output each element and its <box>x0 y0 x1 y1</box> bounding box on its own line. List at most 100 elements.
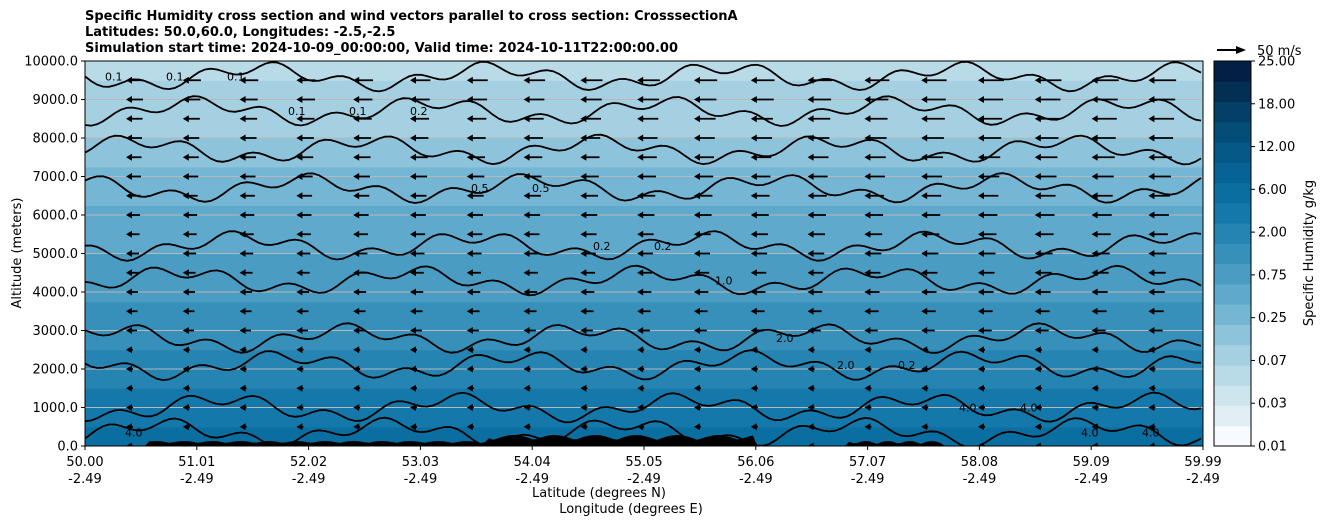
wind-vector <box>921 134 944 142</box>
wind-vector <box>239 211 255 219</box>
wind-vector <box>353 173 370 180</box>
x-axis-label-2: Longitude (degrees E) <box>559 502 703 517</box>
colorbar-label: Specific Humidity g/kg <box>1302 180 1317 326</box>
wind-vector <box>410 115 430 123</box>
wind-vector <box>523 269 538 277</box>
humidity-band <box>85 301 1203 312</box>
wind-vector <box>239 404 247 411</box>
wind-vector <box>694 230 711 238</box>
wind-vector <box>410 423 417 431</box>
wind-vector <box>750 192 770 200</box>
wind-vector <box>296 307 309 315</box>
x-tick-label-lon: -2.49 <box>1186 472 1220 487</box>
wind-vector <box>523 327 536 334</box>
wind-vector <box>353 134 372 142</box>
wind-vector <box>694 307 708 315</box>
contour-label: 0.1 <box>349 105 367 118</box>
wind-vector <box>978 115 1003 123</box>
humidity-band <box>85 224 1203 235</box>
colorbar-segment <box>1214 283 1251 305</box>
wind-vector <box>1034 211 1055 219</box>
wind-vector <box>978 404 985 411</box>
colorbar-tick-label: 2.00 <box>1258 226 1287 241</box>
wind-vector <box>296 230 311 238</box>
wind-vector <box>1205 443 1212 450</box>
wind-vector <box>978 211 998 219</box>
humidity-band <box>85 157 1203 168</box>
wind-vector <box>580 192 599 200</box>
wind-vector <box>750 134 773 142</box>
wind-vector <box>296 384 304 392</box>
wind-vector <box>1091 442 1099 446</box>
wind-vector <box>864 134 887 142</box>
wind-vector <box>239 76 259 84</box>
wind-vector <box>921 192 942 200</box>
wind-vector <box>296 153 314 161</box>
colorbar-segment <box>1214 182 1251 204</box>
wind-vector <box>1148 250 1167 257</box>
wind-vector <box>1091 134 1116 142</box>
wind-vector <box>1148 307 1164 315</box>
wind-vector <box>807 423 815 431</box>
wind-vector <box>182 307 195 315</box>
wind-vector <box>921 96 946 103</box>
wind-vector <box>523 346 531 354</box>
x-tick-label-lon: -2.49 <box>1074 472 1108 487</box>
wind-vector <box>978 250 996 257</box>
x-tick-label-lon: -2.49 <box>404 472 438 487</box>
wind-vector <box>296 192 313 200</box>
humidity-band <box>85 234 1203 245</box>
wind-vector <box>466 134 486 142</box>
wind-vector <box>182 115 200 123</box>
y-tick-label: 0.0 <box>57 440 78 455</box>
wind-vector <box>978 173 1000 180</box>
y-tick-label: 9000.0 <box>33 93 79 108</box>
contour-label: 0.5 <box>532 182 550 195</box>
title-line-3: Simulation start time: 2024-10-09_00:00:… <box>85 41 678 56</box>
wind-vector <box>637 384 645 392</box>
wind-vector <box>296 442 304 446</box>
wind-vector <box>1034 115 1060 123</box>
wind-vector <box>694 384 701 392</box>
wind-vector <box>580 365 588 373</box>
wind-vector <box>182 134 200 142</box>
wind-vector <box>410 96 430 103</box>
wind-vector <box>126 173 141 180</box>
wind-vector <box>239 250 254 257</box>
wind-vector <box>523 442 531 446</box>
title-line-2: Latitudes: 50.0,60.0, Longitudes: -2.5,-… <box>85 25 396 40</box>
wind-vector <box>296 404 304 411</box>
wind-vector <box>1148 442 1156 446</box>
colorbar-segment <box>1214 405 1251 427</box>
x-tick-label-lat: 54.04 <box>514 455 551 470</box>
wind-vector <box>126 269 139 277</box>
wind-vector <box>864 96 889 103</box>
wind-vector <box>523 404 531 411</box>
contour-line <box>85 349 1202 382</box>
wind-vector <box>1148 404 1156 411</box>
wind-vector <box>1034 442 1042 446</box>
wind-vector <box>126 250 139 257</box>
wind-vector <box>750 288 766 296</box>
wind-vector <box>694 192 713 200</box>
contour-label: 0.2 <box>410 105 428 118</box>
wind-vector <box>1091 230 1111 238</box>
colorbar-segment <box>1214 121 1251 143</box>
wind-key-arrowhead <box>1236 46 1246 54</box>
wind-vectors <box>126 76 1212 450</box>
wind-vector <box>921 404 929 411</box>
colorbar-segment <box>1214 81 1251 103</box>
wind-vector <box>1034 153 1058 161</box>
wind-vector <box>466 250 482 257</box>
wind-vector <box>807 192 827 200</box>
wind-vector <box>410 269 424 277</box>
wind-vector <box>750 307 765 315</box>
wind-vector <box>353 442 361 446</box>
x-tick-label-lon: -2.49 <box>851 472 885 487</box>
wind-vector <box>637 211 655 219</box>
humidity-band <box>85 272 1203 283</box>
wind-vector <box>864 211 884 219</box>
wind-vector <box>1034 269 1052 277</box>
title-line-1: Specific Humidity cross section and wind… <box>85 9 738 24</box>
wind-vector <box>466 384 474 392</box>
